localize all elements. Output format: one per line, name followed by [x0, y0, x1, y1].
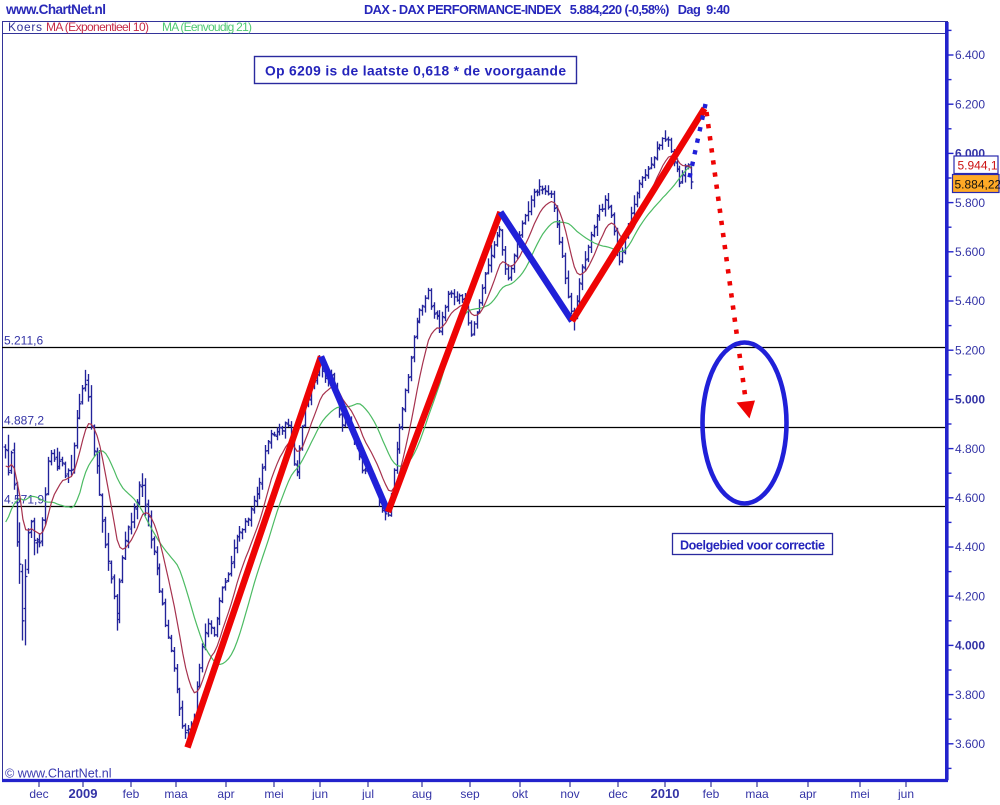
svg-text:5.400: 5.400: [955, 294, 985, 308]
svg-text:aug: aug: [412, 787, 432, 800]
svg-text:sep: sep: [460, 787, 480, 800]
svg-text:5.600: 5.600: [955, 245, 985, 259]
svg-text:© www.ChartNet.nl: © www.ChartNet.nl: [5, 767, 112, 781]
svg-text:mei: mei: [850, 787, 869, 800]
svg-text:DAX - DAX PERFORMANCE-INDEX: DAX - DAX PERFORMANCE-INDEX 5.884,220 (-…: [364, 2, 730, 17]
svg-text:4.887,2: 4.887,2: [4, 414, 44, 428]
svg-text:dec: dec: [29, 787, 48, 800]
svg-text:6.400: 6.400: [955, 48, 985, 62]
svg-text:MA (Eenvoudig 21): MA (Eenvoudig 21): [162, 20, 252, 34]
svg-text:4.400: 4.400: [955, 540, 985, 554]
svg-text:maa: maa: [745, 787, 769, 800]
svg-text:jul: jul: [361, 787, 374, 800]
svg-text:dec: dec: [608, 787, 627, 800]
svg-text:jun: jun: [311, 787, 328, 800]
svg-text:www.ChartNet.nl: www.ChartNet.nl: [5, 2, 106, 17]
svg-text:4.600: 4.600: [955, 491, 985, 505]
svg-text:5.944,1: 5.944,1: [958, 159, 998, 173]
svg-text:apr: apr: [217, 787, 234, 800]
svg-text:feb: feb: [703, 787, 720, 800]
svg-text:Op 6209 is de laatste 0,618 *: Op 6209 is de laatste 0,618 * de voorgaa…: [265, 64, 566, 79]
svg-text:jun: jun: [897, 787, 914, 800]
svg-text:2009: 2009: [69, 786, 98, 800]
svg-text:6.200: 6.200: [955, 97, 985, 111]
svg-text:feb: feb: [123, 787, 140, 800]
svg-text:4.200: 4.200: [955, 589, 985, 603]
svg-text:apr: apr: [799, 787, 816, 800]
svg-text:5.884,22: 5.884,22: [955, 178, 1000, 192]
svg-text:4.800: 4.800: [955, 442, 985, 456]
svg-text:5.000: 5.000: [955, 393, 985, 407]
svg-text:Doelgebied voor correctie: Doelgebied voor correctie: [680, 539, 825, 553]
svg-text:5.211,6: 5.211,6: [4, 334, 43, 348]
svg-text:MA (Exponentieel 10): MA (Exponentieel 10): [46, 20, 149, 34]
svg-text:5.200: 5.200: [955, 343, 985, 357]
svg-text:nov: nov: [560, 787, 579, 800]
svg-text:5.800: 5.800: [955, 196, 985, 210]
svg-text:3.600: 3.600: [955, 737, 985, 751]
svg-text:mei: mei: [264, 787, 283, 800]
svg-text:okt: okt: [512, 787, 529, 800]
svg-text:3.800: 3.800: [955, 688, 985, 702]
svg-text:4.000: 4.000: [955, 639, 985, 653]
svg-text:maa: maa: [164, 787, 188, 800]
svg-text:2010: 2010: [651, 786, 680, 800]
svg-text:Koers: Koers: [8, 20, 42, 34]
